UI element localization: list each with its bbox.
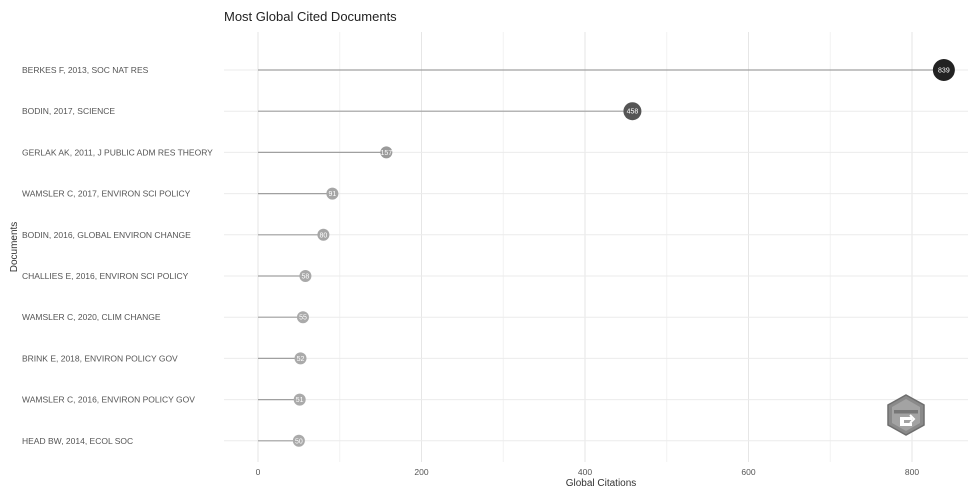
chart-title: Most Global Cited Documents [224,9,397,24]
y-tick-label: WAMSLER C, 2017, ENVIRON SCI POLICY [22,189,191,199]
data-label: 157 [381,150,393,157]
data-label: 80 [320,232,328,239]
lollipop-point [296,311,309,324]
y-tick-label: GERLAK AK, 2011, J PUBLIC ADM RES THEORY [22,147,213,157]
bibliometrix-logo-icon [887,394,925,436]
lollipop-point [317,228,330,241]
data-label: 51 [296,397,304,404]
x-tick-label: 800 [905,467,919,477]
lollipop-point [326,187,339,200]
data-label: 50 [295,438,303,445]
lollipop-point [294,352,307,365]
lollipop-point [292,434,305,447]
y-tick-label: BRINK E, 2018, ENVIRON POLICY GOV [22,353,178,363]
data-label: 839 [938,68,950,75]
x-tick-label: 200 [414,467,428,477]
y-labels: BERKES F, 2013, SOC NAT RES BODIN, 2017, … [22,65,213,446]
data-label: 58 [302,274,310,281]
grid [224,32,968,462]
data-label: 55 [299,315,307,322]
data-label: 52 [297,356,305,363]
marks: 839 458 157 91 80 58 55 52 51 50 [258,59,955,447]
lollipop-point [293,393,306,406]
y-tick-label: BODIN, 2017, SCIENCE [22,106,115,116]
data-label: 91 [328,191,336,198]
y-tick-label: WAMSLER C, 2020, CLIM CHANGE [22,312,161,322]
lollipop-point [380,146,393,159]
y-tick-label: BODIN, 2016, GLOBAL ENVIRON CHANGE [22,230,191,240]
x-tick-label: 0 [256,467,261,477]
x-axis-title: Global Citations [566,478,637,489]
lollipop-point [299,270,312,282]
y-tick-label: WAMSLER C, 2016, ENVIRON POLICY GOV [22,395,195,405]
y-axis-title: Documents [9,222,20,273]
x-ticks: 0 200 400 600 800 [256,467,920,477]
lollipop-point [932,59,955,81]
data-label: 458 [627,109,639,116]
lollipop-point [623,102,642,121]
y-tick-label: BERKES F, 2013, SOC NAT RES [22,65,149,75]
y-tick-label: CHALLIES E, 2016, ENVIRON SCI POLICY [22,271,189,281]
x-tick-label: 600 [741,467,755,477]
x-tick-label: 400 [578,467,592,477]
y-tick-label: HEAD BW, 2014, ECOL SOC [22,436,133,446]
